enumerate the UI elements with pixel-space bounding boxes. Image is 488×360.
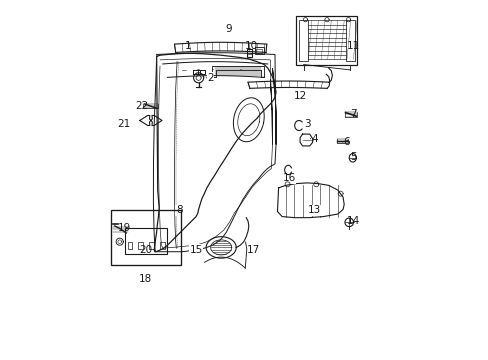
Text: 13: 13 — [307, 206, 321, 216]
Bar — [127, 242, 132, 249]
Text: 6: 6 — [343, 138, 349, 147]
Text: 19: 19 — [118, 224, 131, 233]
Text: 1: 1 — [184, 41, 191, 50]
Bar — [296, 16, 357, 64]
Text: 7: 7 — [350, 109, 356, 119]
Bar — [160, 242, 164, 249]
Bar — [111, 210, 181, 265]
Bar — [299, 20, 308, 61]
Text: 21: 21 — [118, 120, 131, 129]
Text: 8: 8 — [176, 206, 182, 216]
Bar — [345, 20, 354, 61]
Text: 12: 12 — [293, 91, 306, 101]
Text: 2: 2 — [207, 73, 213, 83]
Text: 9: 9 — [224, 24, 231, 35]
Bar — [254, 47, 263, 54]
Bar — [149, 242, 153, 249]
Text: 11: 11 — [346, 41, 360, 50]
Text: 3: 3 — [304, 120, 310, 129]
Text: 17: 17 — [246, 245, 260, 255]
Bar — [138, 242, 142, 249]
Bar — [247, 49, 252, 57]
Text: 18: 18 — [139, 274, 152, 284]
Text: 4: 4 — [310, 134, 317, 144]
Text: 14: 14 — [346, 216, 360, 226]
Text: 22: 22 — [135, 102, 149, 112]
Bar — [255, 49, 262, 53]
Text: 5: 5 — [350, 152, 356, 162]
Text: 10: 10 — [244, 41, 257, 50]
Text: 15: 15 — [189, 245, 203, 255]
Bar — [125, 228, 166, 253]
Text: 16: 16 — [282, 173, 295, 183]
Text: 20: 20 — [139, 245, 152, 255]
